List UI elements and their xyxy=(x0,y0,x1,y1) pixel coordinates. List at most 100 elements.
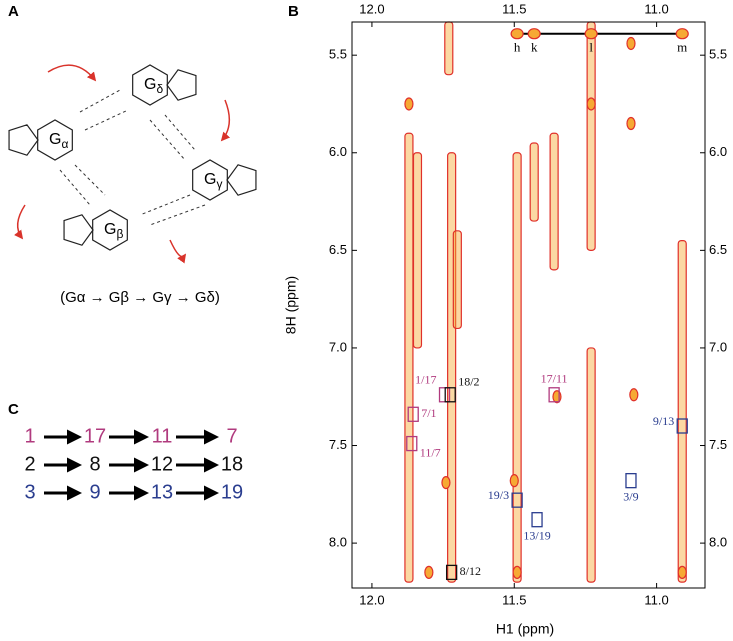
peak-label: 13/19 xyxy=(523,528,550,542)
peak-box xyxy=(445,564,458,581)
peak-box xyxy=(511,492,523,508)
x-tick-label: 11.5 xyxy=(502,592,526,607)
ridge xyxy=(586,347,596,583)
cross-peak xyxy=(509,474,519,488)
y-tick-label: 5.5 xyxy=(709,47,727,62)
ring xyxy=(92,209,128,251)
peak-box xyxy=(625,473,637,489)
y-tick-label: 8.0 xyxy=(709,535,727,550)
y-tick-label: 5.5 xyxy=(329,47,347,62)
noe-arrows xyxy=(14,64,231,264)
cross-peak xyxy=(512,565,522,579)
cross-peak xyxy=(677,565,687,579)
base-subscript: β xyxy=(116,227,123,241)
caption: (Gα → Gβ → Gγ → Gδ) xyxy=(60,289,220,306)
base-label: Gβ xyxy=(104,221,123,241)
spectrum: h k l m 1/17 18/2 7/1 11/7 17/11 9/13 19/3 13/19 3/9… xyxy=(329,1,727,607)
peak-label: 3/9 xyxy=(623,489,638,503)
ring xyxy=(132,64,168,106)
x-tick-label: 12.0 xyxy=(359,1,384,16)
y-tick-label: 7.0 xyxy=(329,339,347,354)
cross-peak xyxy=(626,36,636,51)
ridge xyxy=(447,152,457,583)
panel-label: C xyxy=(8,401,19,418)
diagonal-label: m xyxy=(677,40,687,55)
peak-label: 19/3 xyxy=(488,488,509,502)
peak-box xyxy=(438,387,451,403)
ridge xyxy=(512,152,522,583)
cross-peak xyxy=(404,97,414,111)
ridge xyxy=(529,142,539,222)
cross-peak xyxy=(424,565,434,579)
diagonal-peak xyxy=(510,28,524,40)
ring xyxy=(63,214,94,246)
y-tick-label: 7.5 xyxy=(709,437,727,452)
y-tick-label: 6.5 xyxy=(709,242,727,257)
base-name: G xyxy=(144,76,156,93)
residue: 2 xyxy=(24,453,35,475)
ring xyxy=(192,159,228,201)
base-subscript: γ xyxy=(216,177,222,191)
peak-label: 7/1 xyxy=(421,406,436,420)
peak-label: 18/2 xyxy=(458,375,479,389)
base-label: Gδ xyxy=(144,76,163,96)
x-tick-label: 12.0 xyxy=(359,592,384,607)
residue: 12 xyxy=(151,453,173,475)
ridge xyxy=(549,132,559,271)
residue: 11 xyxy=(152,425,173,447)
peak-box xyxy=(676,418,688,434)
ring xyxy=(8,124,39,156)
residue: 9 xyxy=(89,481,100,503)
peak-label: 8/12 xyxy=(460,564,481,578)
ring xyxy=(226,164,257,196)
x-tick-label: 11.5 xyxy=(502,1,526,16)
ring xyxy=(166,69,197,101)
peak-label: 17/11 xyxy=(541,372,568,386)
base-name: G xyxy=(49,131,61,148)
panel-label: A xyxy=(8,3,19,20)
residue: 7 xyxy=(226,425,237,447)
x-tick-label: 11.0 xyxy=(644,592,668,607)
peak-box xyxy=(531,512,543,528)
y-tick-label: 7.5 xyxy=(329,437,347,452)
base-label: Gγ xyxy=(204,171,222,191)
ridge xyxy=(586,21,596,251)
ridge xyxy=(452,230,462,330)
h-bonds xyxy=(59,89,206,226)
residue: 17 xyxy=(84,425,106,447)
peak-box xyxy=(444,387,456,403)
diagonal-label: h xyxy=(514,40,521,55)
peak-label: 11/7 xyxy=(420,445,441,459)
residue: 3 xyxy=(24,481,35,503)
ridge xyxy=(404,132,414,583)
y-axis-title: 8H (ppm) xyxy=(283,276,299,334)
y-tick-label: 6.0 xyxy=(709,144,727,159)
y-tick-label: 7.0 xyxy=(709,339,727,354)
panel-label: B xyxy=(288,3,299,20)
diagonal-peak xyxy=(527,28,541,40)
diagonal-peak xyxy=(584,28,598,40)
residue: 8 xyxy=(89,453,100,475)
residue: 1 xyxy=(24,425,35,447)
residue: 18 xyxy=(221,453,243,475)
peak-box xyxy=(407,406,419,422)
y-tick-label: 8.0 xyxy=(329,535,347,550)
y-tick-label: 6.5 xyxy=(329,242,347,257)
connectivity-table: 1 17 11 72 8 12 183 9 13 19 xyxy=(24,425,243,503)
x-axis-title: H1 (ppm) xyxy=(496,621,554,637)
base-name: G xyxy=(204,171,216,188)
ridge xyxy=(677,239,687,583)
peak-label: 9/13 xyxy=(653,414,674,428)
residue: 13 xyxy=(151,481,173,503)
cross-peak xyxy=(626,116,636,131)
base-subscript: δ xyxy=(156,82,163,96)
x-tick-label: 11.0 xyxy=(644,1,668,16)
base-subscript: α xyxy=(61,137,68,151)
diagonal-peak xyxy=(675,28,689,40)
ring xyxy=(37,119,73,161)
plot-frame xyxy=(351,21,706,589)
peak-box xyxy=(548,387,560,403)
peak-label: 1/17 xyxy=(415,373,436,387)
cross-peak xyxy=(586,97,596,111)
